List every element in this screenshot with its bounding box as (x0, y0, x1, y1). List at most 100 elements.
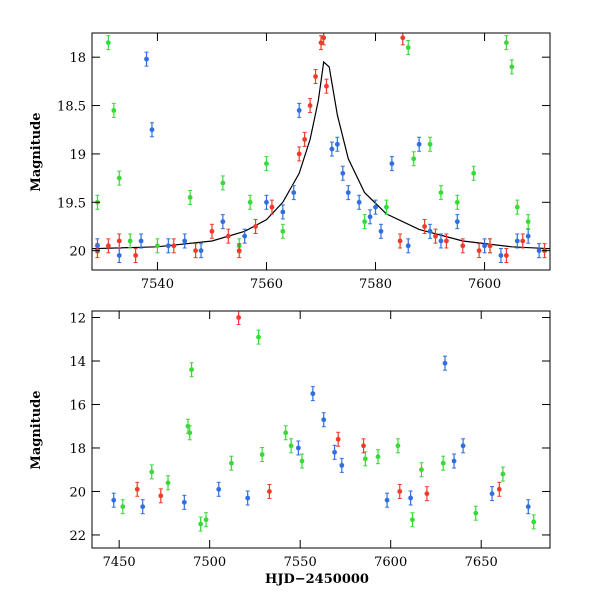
bottom-data-point (440, 455, 446, 471)
top-data-point (105, 238, 111, 254)
top-data-point (422, 218, 427, 234)
top-data-point (220, 214, 226, 230)
top-data-point (269, 199, 275, 215)
top-data-point (291, 185, 297, 201)
top-series-2 (95, 35, 531, 254)
top-data-point (454, 214, 460, 230)
top-y-tick-label: 19.5 (57, 196, 86, 211)
bottom-data-point (384, 492, 390, 508)
bottom-data-point (395, 438, 401, 454)
top-data-point (367, 209, 373, 225)
top-data-point (345, 185, 351, 201)
top-data-point (525, 228, 531, 244)
bottom-data-point (140, 499, 146, 515)
top-data-point (105, 35, 111, 51)
top-data-point (165, 238, 171, 254)
bottom-data-point (216, 481, 222, 497)
bottom-data-point (158, 488, 164, 504)
top-data-point (302, 131, 308, 147)
top-data-point (389, 156, 395, 172)
bottom-data-point (149, 464, 155, 480)
top-data-point (187, 189, 193, 205)
bottom-data-point (134, 481, 140, 497)
bottom-x-tick-label: 7550 (284, 555, 317, 570)
bottom-data-point (397, 483, 403, 499)
top-plot-area (92, 33, 550, 263)
bottom-series-2 (120, 329, 537, 532)
top-data-point (454, 194, 460, 210)
bottom-x-tick-label: 7450 (103, 555, 136, 570)
top-data-point (476, 243, 482, 259)
bottom-x-tick-label: 7500 (193, 555, 226, 570)
bottom-data-point (267, 483, 272, 499)
top-data-point (416, 136, 422, 152)
bottom-data-point (451, 453, 457, 469)
top-data-point (356, 194, 362, 210)
top-data-point (264, 156, 269, 172)
top-y-axis-label: Magnitude (29, 112, 44, 191)
bottom-data-point (410, 512, 415, 528)
bottom-data-point (335, 431, 341, 447)
top-x-tick-label: 7560 (250, 277, 283, 292)
bottom-data-point (111, 492, 117, 508)
bottom-data-point (361, 438, 366, 454)
top-series-3 (95, 33, 547, 263)
top-data-point (171, 238, 177, 254)
bottom-y-axis-label: Magnitude (29, 390, 44, 469)
bottom-data-point (525, 499, 531, 515)
top-data-point (116, 170, 122, 186)
top-data-point (155, 238, 160, 254)
bottom-data-point (473, 505, 479, 521)
top-x-tick-label: 7600 (468, 277, 501, 292)
bottom-frame (91, 310, 551, 549)
bottom-x-tick-label: 7650 (465, 555, 498, 570)
bottom-data-point (424, 486, 430, 502)
top-data-point (340, 165, 346, 181)
top-data-point (427, 223, 433, 239)
bottom-data-point (189, 362, 194, 378)
top-data-point (198, 243, 204, 259)
top-data-point (498, 247, 504, 263)
bottom-data-point (362, 451, 368, 467)
top-data-point (334, 136, 340, 152)
top-data-point (318, 35, 324, 51)
bottom-data-point (332, 444, 337, 460)
top-data-point (324, 78, 329, 94)
top-y-tick-label: 19 (69, 148, 86, 163)
top-data-point (503, 35, 509, 51)
bottom-data-point (500, 466, 506, 482)
bottom-data-point (408, 490, 414, 506)
bottom-data-point (295, 440, 301, 456)
bottom-y-tick-label: 14 (69, 355, 86, 370)
top-data-point (264, 194, 269, 210)
top-data-point (503, 247, 509, 263)
bottom-y-tick-label: 12 (69, 312, 86, 327)
bottom-data-point (288, 438, 294, 454)
bottom-data-point (339, 457, 345, 473)
bottom-panel: Magnitude HJD−2450000 7450 7500 7550 7600 76… (29, 310, 551, 587)
bottom-y-tick-label: 22 (69, 529, 86, 544)
top-model-curve (92, 60, 550, 250)
bottom-y-tick-label: 16 (69, 398, 86, 413)
bottom-y-tick-label: 18 (69, 442, 86, 457)
top-data-point (182, 233, 188, 249)
top-data-point (405, 40, 411, 56)
top-data-point (509, 59, 515, 75)
bottom-series-1 (111, 355, 531, 515)
top-data-point (296, 146, 302, 162)
top-data-point (127, 233, 133, 249)
bottom-data-point (299, 453, 305, 469)
top-data-point (149, 122, 155, 138)
top-data-point (138, 233, 144, 249)
top-data-point (482, 238, 487, 254)
top-y-tick-label: 20 (69, 245, 86, 260)
top-panel: Magnitude 7540 7560 7580 7600 18 18.5 19 19.5 20 (29, 32, 551, 292)
top-data-point (384, 199, 389, 215)
bottom-data-point (187, 425, 193, 441)
top-data-point (487, 238, 493, 254)
top-data-point (133, 247, 139, 263)
top-data-point (427, 136, 433, 152)
top-data-point (307, 98, 313, 114)
top-data-point (116, 233, 122, 249)
top-data-point (329, 141, 335, 157)
